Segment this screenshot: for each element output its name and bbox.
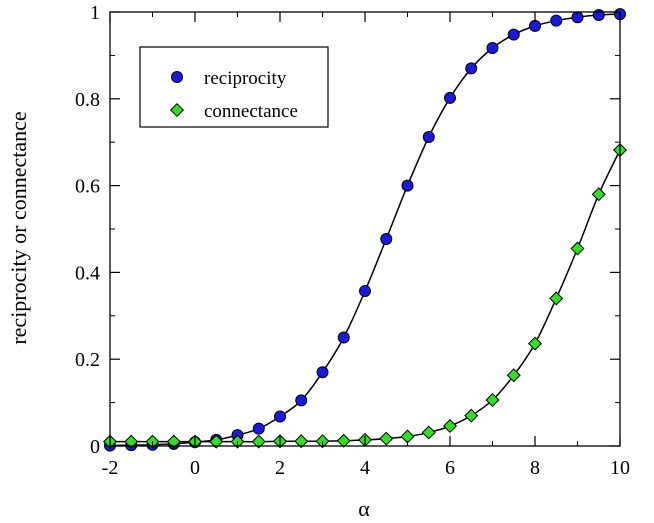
legend-marker-connectance bbox=[169, 102, 185, 118]
y-tick-label: 0 bbox=[90, 436, 100, 458]
reciprocity-point bbox=[380, 232, 393, 245]
y-tick-label: 0.8 bbox=[75, 89, 100, 111]
reciprocity-point bbox=[359, 285, 371, 298]
x-tick-label: 8 bbox=[530, 457, 540, 479]
y-tick-label: 0.6 bbox=[75, 176, 100, 198]
connectance-point bbox=[124, 434, 139, 449]
connectance-point bbox=[379, 431, 394, 446]
connectance-point bbox=[421, 425, 436, 440]
reciprocity-point bbox=[550, 14, 563, 27]
connectance-point bbox=[166, 434, 181, 449]
reciprocity-point bbox=[252, 422, 265, 435]
reciprocity-point bbox=[529, 19, 541, 32]
reciprocity-point bbox=[337, 331, 350, 344]
x-tick-label: -2 bbox=[102, 457, 119, 479]
legend-box bbox=[139, 46, 329, 128]
connectance-point bbox=[485, 392, 500, 408]
x-tick-label: 2 bbox=[275, 457, 285, 479]
reciprocity-point bbox=[444, 91, 456, 104]
reciprocity-point bbox=[507, 28, 520, 41]
x-tick-label: 0 bbox=[190, 457, 200, 479]
y-tick-label: 1 bbox=[90, 2, 100, 24]
reciprocity-point bbox=[401, 179, 414, 192]
connectance-point bbox=[549, 291, 564, 306]
legend-marker-reciprocity bbox=[171, 71, 183, 83]
connectance-point bbox=[591, 187, 606, 202]
connectance-point bbox=[294, 434, 309, 449]
legend: reciprocity connectance bbox=[139, 46, 329, 128]
reciprocity-point bbox=[486, 42, 499, 55]
reciprocity-point bbox=[274, 410, 286, 423]
connectance-point bbox=[400, 429, 415, 444]
legend-label-connectance: connectance bbox=[204, 101, 298, 122]
y-tick-label: 0.4 bbox=[75, 262, 100, 284]
connectance-point bbox=[336, 433, 351, 448]
legend-label-reciprocity: reciprocity bbox=[204, 68, 287, 89]
connectance-point bbox=[506, 368, 521, 383]
connectance-point bbox=[442, 419, 458, 434]
connectance-point bbox=[527, 336, 543, 351]
x-tick-label: 4 bbox=[360, 457, 370, 479]
reciprocity-point bbox=[465, 62, 478, 75]
connectance-point bbox=[251, 434, 266, 449]
x-tick-label: 6 bbox=[445, 457, 455, 479]
legend-marker-symbol bbox=[171, 71, 183, 83]
connectance-point bbox=[464, 408, 479, 423]
reciprocity-point bbox=[316, 366, 329, 379]
reciprocity-point bbox=[295, 394, 308, 407]
connectance-point bbox=[209, 434, 224, 449]
connectance-point bbox=[570, 241, 585, 256]
x-tick-label: 10 bbox=[610, 457, 630, 479]
x-axis-title: α bbox=[358, 496, 370, 521]
y-tick-label: 0.2 bbox=[75, 349, 100, 371]
y-axis-title: reciprocity or connectance bbox=[6, 111, 31, 344]
reciprocity-point bbox=[422, 130, 435, 143]
reciprocity-point bbox=[592, 9, 605, 22]
legend-marker-symbol bbox=[169, 102, 185, 118]
